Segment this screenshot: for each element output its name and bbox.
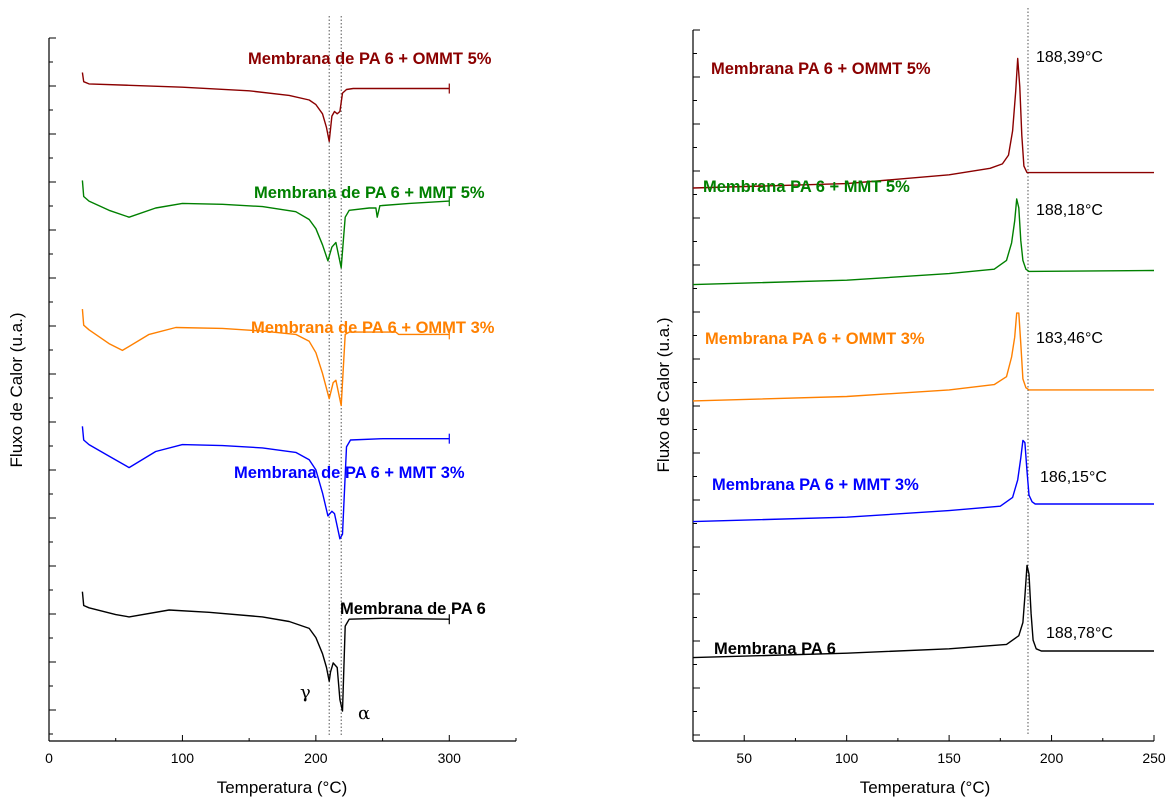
left-series-label-pa6-mmt5: Membrana de PA 6 + MMT 5% <box>254 184 485 202</box>
right-series-line-pa6 <box>692 564 1154 659</box>
left-x-ticks: 0 100 200 300 <box>45 735 517 766</box>
right-y-ticks <box>693 29 700 736</box>
left-series-group <box>81 72 450 712</box>
right-series-label-pa6-ommt3: Membrana PA 6 + OMMT 3% <box>705 330 925 348</box>
left-x-tick-label: 100 <box>171 750 195 766</box>
left-series-line-mmt3 <box>81 426 450 540</box>
right-series-line-mmt5 <box>692 198 1155 286</box>
right-series-line-mmt3 <box>692 439 1154 523</box>
right-series-label-pa6-ommt5: Membrana PA 6 + OMMT 5% <box>711 60 931 78</box>
left-chart-panel: 0 100 200 300 Temperatura (°C) Fluxo de Cal… <box>7 16 517 797</box>
peak-label-pa6: 188,78°C <box>1046 625 1113 642</box>
left-y-axis-title: Fluxo de Calor (u.a.) <box>7 313 26 468</box>
left-series-line-ommt3 <box>81 309 450 407</box>
left-x-tick-label: 200 <box>304 750 328 766</box>
peak-label-pa6-mmt5: 188,18°C <box>1036 202 1103 219</box>
right-x-axis-title: Temperatura (°C) <box>860 778 991 797</box>
left-series-label-pa6: Membrana de PA 6 <box>340 600 486 618</box>
right-x-tick-label: 200 <box>1040 750 1064 766</box>
left-series-label-pa6-ommt3: Membrana de PA 6 + OMMT 3% <box>251 319 495 337</box>
right-series-group <box>692 57 1155 659</box>
left-series-label-pa6-mmt3: Membrana de PA 6 + MMT 3% <box>234 464 465 482</box>
left-x-axis-title: Temperatura (°C) <box>217 778 348 797</box>
right-x-tick-label: 150 <box>937 750 961 766</box>
left-x-tick-label: 0 <box>45 750 53 766</box>
right-series-label-pa6: Membrana PA 6 <box>714 640 836 658</box>
gamma-annotation: γ <box>300 682 311 703</box>
left-x-tick-label: 300 <box>438 750 462 766</box>
right-series-label-pa6-mmt5: Membrana PA 6 + MMT 5% <box>703 178 910 196</box>
right-y-axis-title: Fluxo de Calor (u.a.) <box>654 318 673 473</box>
left-y-ticks <box>49 37 56 735</box>
peak-label-pa6-ommt3: 183,46°C <box>1036 330 1103 347</box>
left-series-line-ommt5 <box>81 72 450 143</box>
left-series-line-pa6 <box>81 591 450 712</box>
left-series-label-pa6-ommt5: Membrana de PA 6 + OMMT 5% <box>248 50 492 68</box>
alpha-annotation: α <box>358 703 370 724</box>
right-series-line-ommt5 <box>692 57 1154 189</box>
right-series-label-pa6-mmt3: Membrana PA 6 + MMT 3% <box>712 476 919 494</box>
right-x-tick-label: 250 <box>1142 750 1166 766</box>
right-x-tick-label: 50 <box>736 750 752 766</box>
right-x-tick-label: 100 <box>835 750 859 766</box>
right-x-ticks: 50 100 150 200 250 <box>692 735 1166 766</box>
right-chart-panel: 50 100 150 200 250 Temperatura (°C) Fluxo de… <box>654 8 1166 797</box>
peak-label-pa6-ommt5: 188,39°C <box>1036 49 1103 66</box>
left-series-line-mmt5 <box>81 180 450 269</box>
right-series-line-ommt3 <box>692 312 1154 402</box>
peak-label-pa6-mmt3: 186,15°C <box>1040 469 1107 486</box>
